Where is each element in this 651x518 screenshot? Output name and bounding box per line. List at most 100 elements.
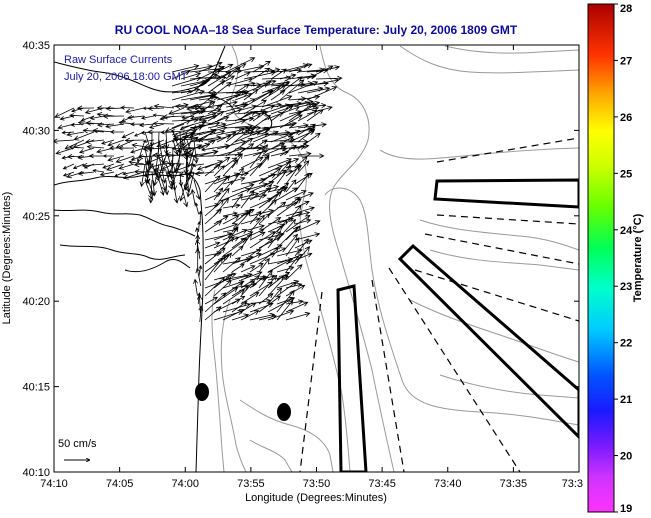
current-arrow [222,215,240,225]
x-tick-label: 74:00 [171,478,199,490]
current-arrow [279,73,297,80]
current-arrow [198,139,216,150]
current-arrow [285,190,307,201]
colorbar-tick-label: 28 [620,3,632,15]
current-arrow [243,132,270,143]
current-arrow [276,212,303,225]
current-arrow [182,131,188,147]
current-arrow [78,147,95,154]
current-arrow [258,183,272,201]
colorbar-tick-label: 22 [620,338,632,350]
current-arrow [207,129,226,136]
current-arrow [222,302,251,313]
buoy-marker [277,403,291,421]
current-arrow [136,139,146,164]
current-arrow [171,128,197,150]
figure-title: RU COOL NOAA–18 Sea Surface Temperature:… [115,23,518,37]
current-arrow [213,287,239,305]
current-arrow [171,124,205,136]
current-arrow [285,284,306,297]
current-arrow [243,88,259,101]
current-arrow [225,128,251,150]
current-arrow [240,265,256,273]
current-arrow [225,137,254,157]
current-arrow [240,156,264,169]
current-arrow [240,217,261,225]
current-arrow [77,170,95,176]
current-arrow [85,138,105,145]
current-arrow [191,163,205,168]
current-arrow [222,309,245,321]
current-arrow [89,115,105,121]
current-arrow [294,160,310,177]
x-tick-label: 74:05 [106,478,134,490]
current-arrow [276,218,297,241]
current-arrow [172,139,179,156]
current-arrow [297,100,321,108]
current-arrow [267,230,282,249]
current-arrow [297,132,321,150]
current-arrow [62,163,75,170]
current-arrow [158,179,165,196]
current-arrow [133,169,155,175]
current-vectors [54,57,343,323]
current-arrow [222,257,241,273]
buoy-marker [195,383,209,401]
colorbar-tick-label: 20 [620,451,632,463]
current-arrow [115,155,135,164]
colorbar-ticks: 28 27 26 25 24 23 22 21 20 19 [614,3,633,515]
y-axis: 40:35 40:30 40:25 40:20 40:15 40:10 [22,40,579,479]
current-arrow [204,306,222,321]
current-arrow [258,244,283,257]
current-arrow [231,192,260,201]
current-arrow [204,175,221,193]
current-arrow [213,236,240,249]
current-arrow [270,136,294,150]
annotation-timestamp: July 20, 2006 18:00 GMT [64,71,188,83]
y-axis-label: Latitude (Degrees:Minutes) [1,192,13,325]
current-arrow [66,131,85,137]
current-arrow [285,233,298,249]
current-arrow [179,179,188,202]
current-arrow [81,162,105,169]
x-tick-label: 73:50 [303,478,331,490]
current-arrow [231,183,255,193]
current-arrow [54,138,75,144]
current-arrow [180,72,202,80]
current-arrow [204,276,226,297]
y-tick-label: 40:20 [22,296,50,308]
current-arrow [252,111,268,122]
current-arrow [297,128,316,143]
colorbar-label: Temperature (°C) [632,213,644,302]
current-arrow [285,179,297,193]
current-arrow [121,131,135,139]
current-arrow [252,130,279,143]
current-arrow [222,187,252,201]
current-arrow [198,210,203,224]
x-tick-label: 73:40 [434,478,462,490]
current-arrow [180,136,199,150]
current-arrow [213,187,230,209]
current-arrow [139,163,146,188]
current-arrow [164,139,169,155]
current-arrow [222,211,238,217]
current-arrow [267,185,286,209]
current-arrow [243,99,267,115]
current-arrow [213,215,229,225]
current-arrow [55,147,75,155]
current-arrow [240,248,262,257]
lane-boundaries [299,137,579,472]
current-arrow [123,171,145,180]
current-arrow [216,108,243,122]
current-arrow [306,109,324,122]
current-arrow [66,171,85,179]
colorbar-tick-label: 24 [620,225,633,237]
current-arrow [54,107,75,118]
current-arrow [243,145,263,152]
current-arrow [222,159,239,177]
current-arrow [270,68,287,80]
current-arrow [189,73,218,94]
shipping-lanes [336,178,579,472]
current-arrow [147,105,165,111]
current-arrow [234,143,255,157]
